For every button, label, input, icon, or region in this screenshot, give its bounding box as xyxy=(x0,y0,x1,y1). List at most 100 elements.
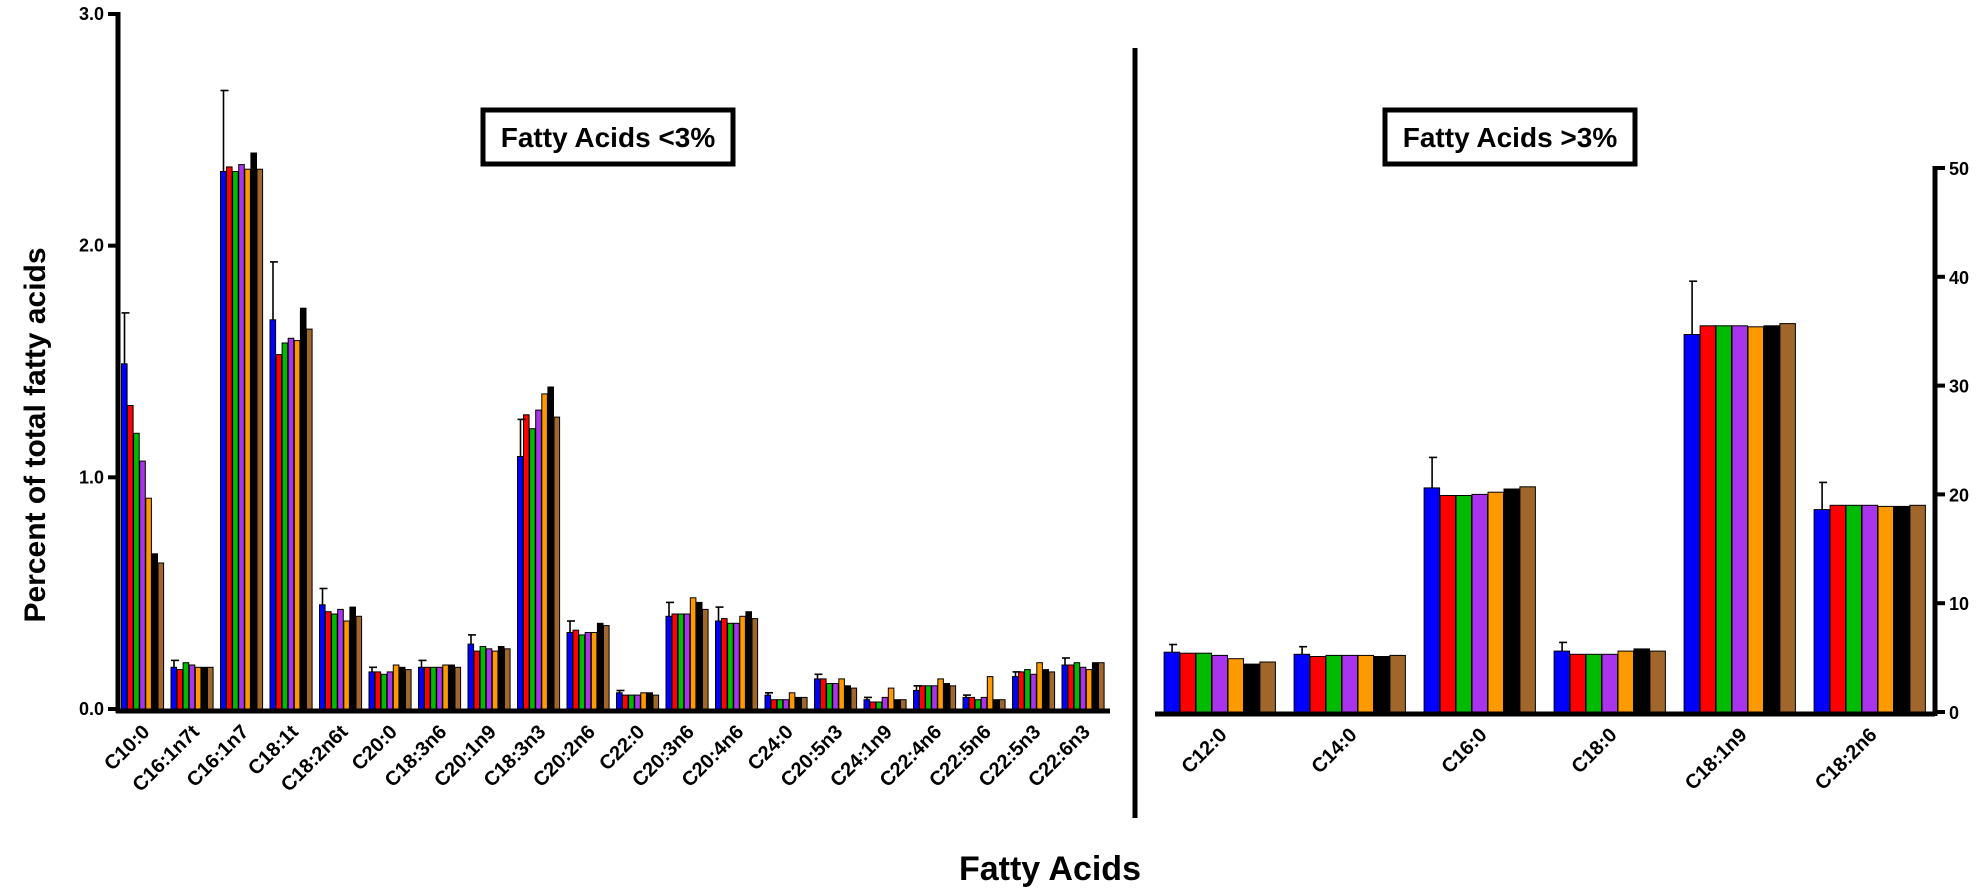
bar-C16:0-series-7 xyxy=(1519,486,1536,713)
bar-C20:4n6-series-6 xyxy=(745,611,753,710)
bar-C18:1t-series-2 xyxy=(275,354,283,710)
bar-C22:0-series-2 xyxy=(622,694,629,710)
bar-C22:6n3-series-7 xyxy=(1098,662,1105,710)
bar-C22:5n6-series-1 xyxy=(962,696,970,710)
bar-C20:1n9-series-5 xyxy=(491,650,499,710)
bar-C18:0-series-1 xyxy=(1553,650,1571,713)
bar-C24:1n9-series-3 xyxy=(875,701,883,710)
bar-C18:3n6-series-6 xyxy=(448,664,455,710)
bar-C22:5n6-series-4 xyxy=(980,696,988,710)
bar-C22:5n3-series-7 xyxy=(1048,671,1056,710)
bar-C18:0-series-6 xyxy=(1633,648,1650,713)
y-tick-label-right-30: 30 xyxy=(1949,377,1969,397)
bar-C20:2n6-series-6 xyxy=(596,622,604,710)
bar-C22:0-series-4 xyxy=(634,694,641,710)
right-panel-title: Fatty Acids >3% xyxy=(1403,122,1618,153)
bar-C16:0-series-4 xyxy=(1471,493,1488,713)
bar-C18:0-series-7 xyxy=(1649,650,1666,713)
bar-C22:6n3-series-1 xyxy=(1061,664,1069,710)
bar-C14:0-series-4 xyxy=(1341,654,1358,713)
bar-C16:1n7-series-3 xyxy=(232,171,239,710)
bar-C18:1t-series-4 xyxy=(287,337,295,710)
bar-C20:5n3-series-1 xyxy=(814,678,821,710)
bar-C18:0-series-5 xyxy=(1617,650,1634,713)
bar-C18:2n6-series-6 xyxy=(1893,505,1910,713)
bar-C24:1n9-series-5 xyxy=(887,687,895,710)
bar-C16:1n7-series-5 xyxy=(244,168,251,710)
bar-C22:4n6-series-4 xyxy=(931,685,938,710)
bar-C20:0-series-1 xyxy=(368,671,376,710)
bar-C22:0-series-7 xyxy=(652,694,660,710)
bar-C20:4n6-series-2 xyxy=(721,618,728,710)
bar-C20:2n6-series-2 xyxy=(572,629,580,710)
bar-C12:0-series-3 xyxy=(1195,652,1212,713)
category-label-C18:1n9: C18:1n9 xyxy=(1681,724,1752,795)
bar-C18:1n9-series-5 xyxy=(1747,326,1764,713)
bar-C16:0-series-1 xyxy=(1423,487,1441,713)
bar-C12:0-series-6 xyxy=(1243,663,1260,713)
bar-C16:1n7-series-2 xyxy=(226,166,233,710)
category-label-C18:2n6: C18:2n6 xyxy=(1811,724,1882,795)
bar-C24:0-series-4 xyxy=(782,699,790,710)
bar-C16:1n7t-series-7 xyxy=(207,666,214,710)
bar-C14:0-series-3 xyxy=(1325,654,1342,713)
y-tick-label-right-0: 0 xyxy=(1949,703,1959,723)
right-panel-title-box xyxy=(1382,107,1638,167)
y-tick-label-right-40: 40 xyxy=(1949,268,1969,288)
bar-C18:2n6-series-3 xyxy=(1845,504,1862,713)
bar-C22:5n3-series-2 xyxy=(1018,671,1025,710)
bar-C20:5n3-series-4 xyxy=(832,683,839,710)
bar-C20:1n9-series-4 xyxy=(485,648,493,710)
bar-C16:1n7t-series-6 xyxy=(200,666,208,710)
bar-C22:6n3-series-5 xyxy=(1085,669,1093,710)
bar-C22:4n6-series-3 xyxy=(925,685,932,710)
bar-C14:0-series-5 xyxy=(1357,654,1374,713)
category-label-C18:0: C18:0 xyxy=(1567,724,1621,778)
bar-C18:3n3-series-6 xyxy=(547,386,555,710)
bar-C18:2n6t-series-4 xyxy=(337,608,344,710)
bar-C22:0-series-6 xyxy=(646,692,654,710)
bar-C20:5n3-series-3 xyxy=(826,683,833,710)
left-panel-title-box xyxy=(480,107,736,167)
bar-C18:3n6-series-3 xyxy=(430,666,437,710)
y-tick-label-3.0: 3.0 xyxy=(79,4,104,24)
bar-C16:1n7t-series-4 xyxy=(188,664,196,710)
bar-C24:1n9-series-4 xyxy=(881,696,889,710)
bar-C22:5n6-series-5 xyxy=(986,676,994,710)
bar-C18:3n3-series-4 xyxy=(535,409,542,710)
bar-C20:4n6-series-3 xyxy=(727,622,734,710)
category-label-C14:0: C14:0 xyxy=(1307,724,1361,778)
category-label-C12:0: C12:0 xyxy=(1177,724,1231,778)
bar-C20:3n6-series-6 xyxy=(695,601,703,710)
bar-C14:0-series-7 xyxy=(1389,654,1406,713)
bar-C18:2n6t-series-5 xyxy=(343,620,350,710)
bar-C24:0-series-7 xyxy=(801,696,808,710)
bar-C16:0-series-5 xyxy=(1487,491,1504,713)
bar-C24:0-series-6 xyxy=(794,696,802,710)
bar-C16:1n7t-series-5 xyxy=(194,666,202,710)
bar-C10:0-series-4 xyxy=(139,460,146,710)
y-tick-label-0.0: 0.0 xyxy=(79,699,104,719)
bar-C18:0-series-2 xyxy=(1569,653,1587,713)
y-axis-label: Percent of total fatty acids xyxy=(19,247,52,622)
y-tick-label-2.0: 2.0 xyxy=(79,236,104,256)
bar-C20:5n3-series-5 xyxy=(838,678,845,710)
bar-C22:4n6-series-5 xyxy=(937,678,944,710)
bar-C20:0-series-4 xyxy=(386,671,394,710)
bar-C18:3n3-series-2 xyxy=(523,414,530,710)
bar-C22:0-series-3 xyxy=(628,694,635,710)
bar-C18:1n9-series-3 xyxy=(1715,325,1732,713)
bar-C20:1n9-series-2 xyxy=(473,650,481,710)
bar-C24:0-series-3 xyxy=(776,699,784,710)
bar-C18:2n6t-series-3 xyxy=(331,613,338,710)
bar-C18:3n3-series-7 xyxy=(553,416,561,710)
bar-C10:0-series-5 xyxy=(145,497,152,710)
bar-C16:1n7-series-1 xyxy=(220,171,227,710)
bar-C16:0-series-3 xyxy=(1455,495,1472,713)
bar-C22:4n6-series-6 xyxy=(943,683,951,710)
bar-C10:0-series-2 xyxy=(127,405,134,710)
bar-C24:1n9-series-2 xyxy=(869,701,877,710)
y-tick-label-right-20: 20 xyxy=(1949,485,1969,505)
bar-C18:2n6t-series-7 xyxy=(355,615,363,710)
bar-C22:5n6-series-6 xyxy=(992,699,1000,710)
